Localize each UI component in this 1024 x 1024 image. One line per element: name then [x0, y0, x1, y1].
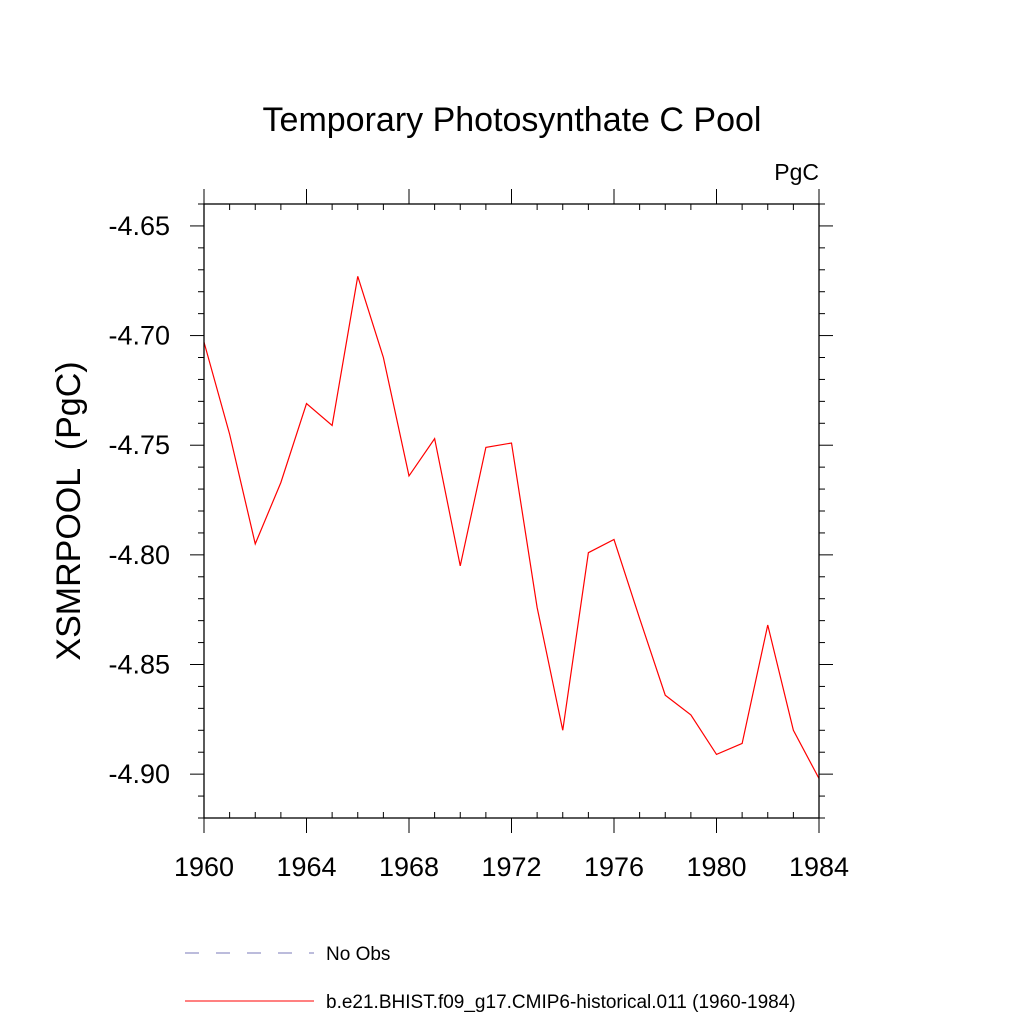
- y-tick-label: -4.75: [108, 430, 170, 460]
- x-tick-labels: 1960 1964 1968 1972 1976 1980 1984: [174, 852, 849, 882]
- plot-frame: [203, 203, 820, 819]
- y-tick-label: -4.70: [108, 321, 170, 351]
- series-line: [203, 276, 820, 779]
- x-tick-label: 1972: [481, 852, 541, 882]
- x-tick-label: 1984: [789, 852, 849, 882]
- x-tick-label: 1960: [174, 852, 234, 882]
- units-label: PgC: [774, 159, 819, 185]
- y-tick-labels: -4.65 -4.70 -4.75 -4.80 -4.85 -4.90: [108, 211, 170, 789]
- x-tick-label: 1980: [686, 852, 746, 882]
- series-layer: [203, 276, 820, 779]
- legend-label: b.e21.BHIST.f09_g17.CMIP6-historical.011…: [326, 992, 796, 1013]
- y-tick-label: -4.90: [108, 759, 170, 789]
- y-tick-label: -4.80: [108, 540, 170, 570]
- x-tick-label: 1964: [276, 852, 336, 882]
- legend: No Obs b.e21.BHIST.f09_g17.CMIP6-historic…: [185, 944, 796, 1013]
- y-tick-label: -4.65: [108, 211, 170, 241]
- y-axis-label: XSMRPOOL (PgC): [50, 361, 88, 660]
- legend-label: No Obs: [326, 944, 390, 965]
- x-tick-label: 1976: [584, 852, 644, 882]
- y-tick-label: -4.85: [108, 650, 170, 680]
- x-tick-label: 1968: [379, 852, 439, 882]
- axis-ticks: [190, 189, 833, 833]
- chart-title: Temporary Photosynthate C Pool: [263, 101, 762, 139]
